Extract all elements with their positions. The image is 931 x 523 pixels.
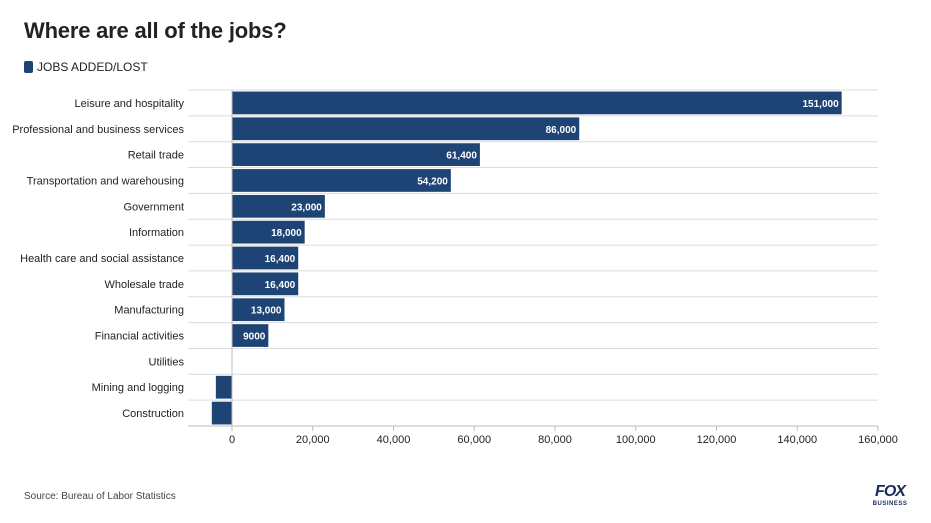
legend-label: JOBS ADDED/LOST (37, 60, 148, 74)
bar (232, 324, 269, 347)
logo-business-text: BUSINESS (872, 501, 908, 507)
legend-swatch (24, 61, 33, 73)
bar (232, 272, 299, 296)
category-label: Retail trade (128, 150, 184, 162)
category-label: Utilities (149, 356, 185, 368)
logo-fox-text: FOX (875, 483, 906, 500)
bar (232, 169, 451, 192)
category-label: Leisure and hospitality (75, 98, 185, 110)
data-label: 16,400 (265, 280, 296, 291)
category-label: Financial activities (95, 331, 185, 343)
data-label: 151,000 (803, 99, 840, 110)
data-label: 54,200 (417, 176, 448, 187)
legend: JOBS ADDED/LOST (24, 60, 148, 74)
data-label: 61,400 (446, 151, 477, 162)
category-label: Information (129, 227, 184, 239)
bar (232, 246, 299, 270)
category-label: Professional and business services (12, 124, 184, 136)
data-label: 13,000 (251, 306, 282, 317)
x-tick-label: 160,000 (858, 434, 898, 446)
x-tick-label: 80,000 (538, 434, 572, 446)
x-tick-label: 0 (229, 434, 235, 446)
category-label: Manufacturing (114, 305, 184, 317)
category-label: Wholesale trade (105, 279, 185, 291)
x-tick-label: 100,000 (616, 434, 656, 446)
fox-business-logo: FOX BUSINESS (868, 484, 912, 508)
x-tick-label: 140,000 (777, 434, 817, 446)
bar (232, 91, 842, 115)
category-label: Health care and social assistance (20, 253, 184, 265)
category-label: Government (123, 201, 184, 213)
bar (232, 298, 285, 322)
x-tick-label: 60,000 (457, 434, 491, 446)
data-label: 23,000 (291, 202, 322, 213)
data-label: 16,400 (265, 254, 296, 265)
x-tick-label: 40,000 (377, 434, 411, 446)
x-tick-label: 120,000 (697, 434, 737, 446)
bar (232, 117, 580, 141)
x-tick-label: 20,000 (296, 434, 330, 446)
bar (232, 220, 305, 244)
data-label: 86,000 (546, 125, 577, 136)
data-label: 9000 (243, 332, 266, 343)
category-label: Mining and logging (92, 382, 184, 394)
bar (211, 401, 232, 425)
data-label: 18,000 (271, 228, 302, 239)
category-label: Construction (122, 408, 184, 420)
bar (232, 194, 325, 218)
bar (215, 375, 232, 399)
chart-title: Where are all of the jobs? (24, 18, 287, 43)
source-note: Source: Bureau of Labor Statistics (24, 491, 176, 502)
category-label: Transportation and warehousing (27, 175, 184, 187)
bar (232, 143, 480, 166)
